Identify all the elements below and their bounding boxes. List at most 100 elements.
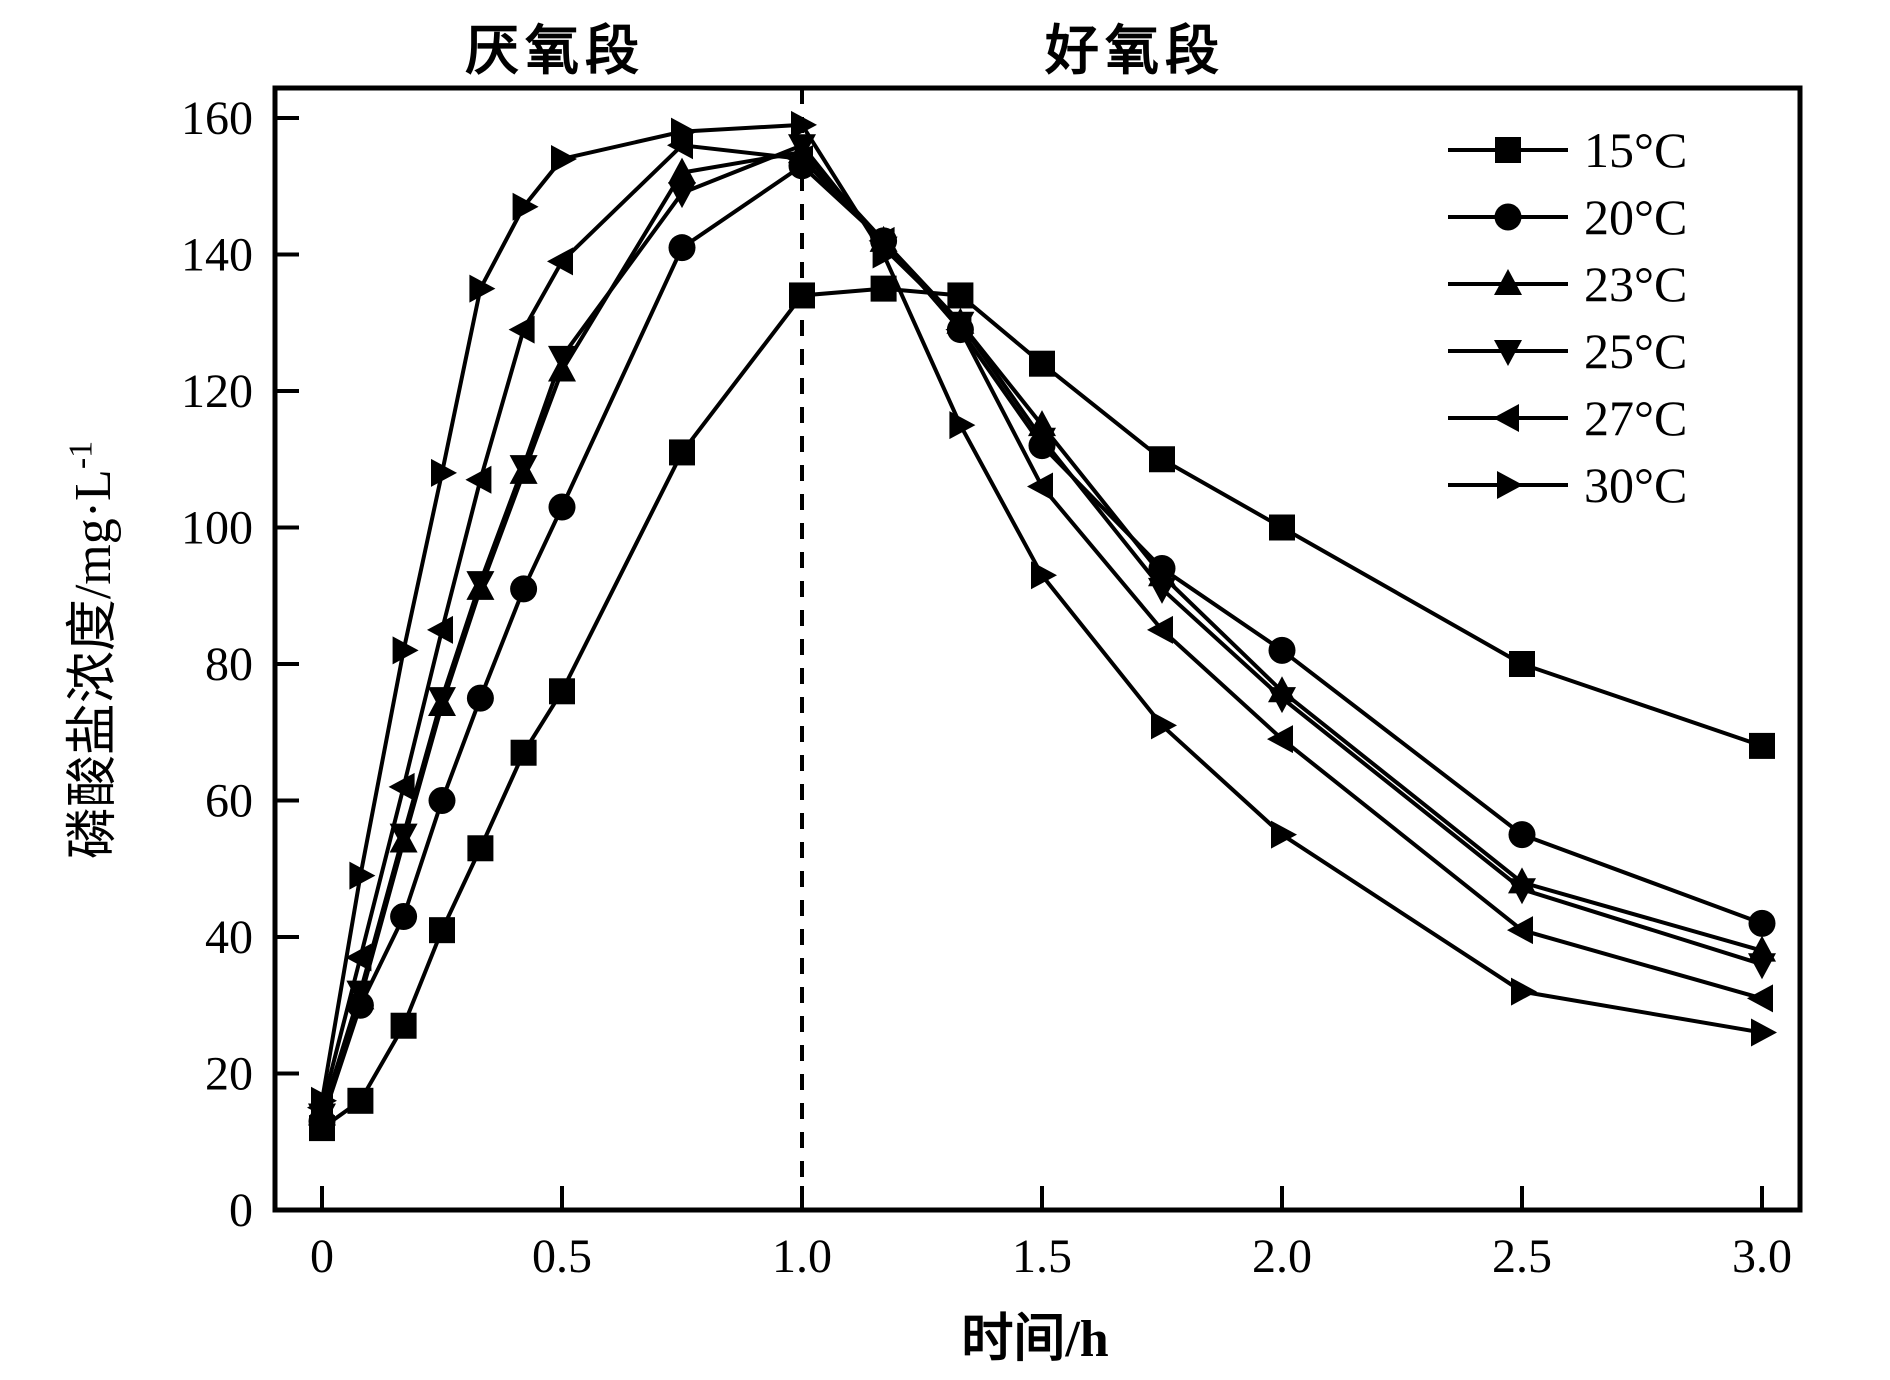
legend-entry-15°C: 15°C bbox=[1448, 122, 1687, 178]
y-axis-tick-label: 0 bbox=[229, 1184, 253, 1237]
legend-label: 20°C bbox=[1584, 189, 1687, 245]
series-marker-27°C bbox=[1507, 916, 1533, 945]
series-marker-27°C bbox=[945, 315, 972, 344]
series-marker-25°C bbox=[788, 134, 816, 161]
legend-marker-square bbox=[1495, 137, 1521, 163]
x-axis-tick-label: 2.5 bbox=[1492, 1230, 1552, 1283]
series-marker-30°C bbox=[1751, 1018, 1777, 1047]
series-marker-27°C bbox=[1747, 984, 1773, 1013]
series-marker-27°C bbox=[1147, 615, 1173, 644]
series-marker-15°C bbox=[789, 282, 815, 309]
y-axis-tick-label: 100 bbox=[181, 502, 253, 555]
series-line-30°C bbox=[320, 122, 1763, 1102]
legend-entry-23°C: 23°C bbox=[1448, 256, 1687, 312]
series-20°C bbox=[308, 152, 1776, 1135]
series-marker-27°C bbox=[388, 772, 415, 801]
x-axis-tick-label: 2.0 bbox=[1252, 1230, 1312, 1283]
y-axis-title-base: 磷酸盐浓度/mg·L bbox=[65, 469, 122, 860]
series-marker-20°C bbox=[390, 903, 418, 931]
series-marker-30°C bbox=[949, 411, 976, 440]
series-marker-25°C bbox=[509, 455, 538, 482]
series-marker-27°C bbox=[1027, 472, 1053, 501]
series-marker-27°C bbox=[787, 144, 813, 173]
series-marker-27°C bbox=[667, 131, 693, 160]
x-axis-tick-label: 0.5 bbox=[532, 1230, 592, 1283]
series-marker-27°C bbox=[465, 465, 492, 494]
x-axis-tick-label: 1.0 bbox=[772, 1230, 832, 1283]
series-25°C bbox=[308, 134, 1776, 1130]
series-marker-30°C bbox=[349, 861, 376, 890]
legend-marker-circle bbox=[1494, 203, 1522, 231]
series-marker-27°C bbox=[1267, 725, 1293, 754]
series-marker-15°C bbox=[1509, 651, 1535, 677]
series-marker-15°C bbox=[1149, 446, 1175, 473]
series-line-20°C bbox=[320, 163, 1763, 1122]
series-marker-20°C bbox=[1748, 909, 1776, 937]
series-marker-30°C bbox=[392, 636, 419, 665]
series-line-23°C bbox=[320, 149, 1763, 1116]
series-marker-25°C bbox=[1748, 953, 1776, 980]
series-marker-20°C bbox=[1508, 821, 1536, 849]
series-30°C bbox=[311, 110, 1777, 1115]
series-marker-25°C bbox=[389, 823, 418, 850]
legend-entry-30°C: 30°C bbox=[1448, 457, 1687, 513]
series-marker-15°C bbox=[1269, 514, 1295, 541]
series-marker-30°C bbox=[872, 240, 899, 269]
y-axis-tick-label: 120 bbox=[181, 365, 253, 418]
series-marker-25°C bbox=[548, 345, 576, 372]
series-marker-15°C bbox=[870, 275, 897, 302]
series-marker-15°C bbox=[1749, 732, 1775, 759]
anaerobic-section-label: 厌氧段 bbox=[465, 21, 645, 81]
y-axis-tick-label: 140 bbox=[181, 229, 253, 282]
series-marker-15°C bbox=[390, 1012, 417, 1039]
legend-marker-triangle-left bbox=[1493, 404, 1519, 432]
series-marker-27°C bbox=[508, 315, 535, 344]
series-marker-15°C bbox=[510, 739, 537, 766]
legend-label: 15°C bbox=[1584, 122, 1687, 178]
series-line-15°C bbox=[320, 286, 1763, 1130]
series-marker-30°C bbox=[1031, 561, 1057, 590]
series-marker-20°C bbox=[668, 234, 696, 262]
series-marker-25°C bbox=[1148, 577, 1176, 604]
legend-entry-27°C: 27°C bbox=[1448, 390, 1687, 446]
x-axis-tick-label: 3.0 bbox=[1732, 1230, 1792, 1283]
series-27°C bbox=[307, 131, 1773, 1122]
y-axis-tick-label: 60 bbox=[205, 775, 253, 828]
series-marker-30°C bbox=[1511, 977, 1537, 1006]
legend-entry-20°C: 20°C bbox=[1448, 189, 1687, 245]
series-marker-15°C bbox=[947, 282, 974, 309]
series-marker-15°C bbox=[429, 917, 455, 944]
series-marker-23°C bbox=[668, 157, 696, 184]
series-line-25°C bbox=[320, 142, 1763, 1116]
y-axis-tick-label: 160 bbox=[181, 92, 253, 145]
legend-label: 25°C bbox=[1584, 323, 1687, 379]
series-marker-15°C bbox=[549, 678, 575, 705]
legend: 15°C 20°C 23°C 25°C 27°C 30°C bbox=[1448, 122, 1687, 513]
series-marker-27°C bbox=[427, 615, 453, 644]
series-marker-27°C bbox=[868, 226, 895, 255]
plot-frame bbox=[272, 85, 1803, 1213]
series-marker-25°C bbox=[466, 571, 495, 598]
legend-marker-triangle-right bbox=[1497, 471, 1523, 499]
series-marker-15°C bbox=[347, 1087, 374, 1114]
y-axis-title: 磷酸盐浓度/mg·L-1 bbox=[50, 340, 122, 960]
y-axis-tick-label: 20 bbox=[205, 1048, 253, 1101]
series-marker-30°C bbox=[671, 117, 697, 146]
series-marker-25°C bbox=[1508, 878, 1536, 905]
series-marker-30°C bbox=[1271, 820, 1297, 849]
series-marker-30°C bbox=[791, 110, 817, 139]
series-marker-30°C bbox=[431, 458, 457, 487]
legend-label: 27°C bbox=[1584, 390, 1687, 446]
series-marker-20°C bbox=[1268, 636, 1296, 664]
series-marker-25°C bbox=[668, 182, 696, 209]
series-marker-30°C bbox=[469, 274, 496, 303]
y-axis-tick-label: 40 bbox=[205, 911, 253, 964]
x-axis-tick-label: 0 bbox=[310, 1230, 334, 1283]
series-marker-20°C bbox=[428, 787, 456, 814]
series-marker-30°C bbox=[551, 144, 577, 173]
legend-marker-triangle-down bbox=[1494, 340, 1522, 366]
x-axis-title: 时间/h bbox=[961, 1311, 1109, 1368]
series-marker-15°C bbox=[1029, 350, 1055, 377]
series-marker-15°C bbox=[669, 439, 695, 466]
